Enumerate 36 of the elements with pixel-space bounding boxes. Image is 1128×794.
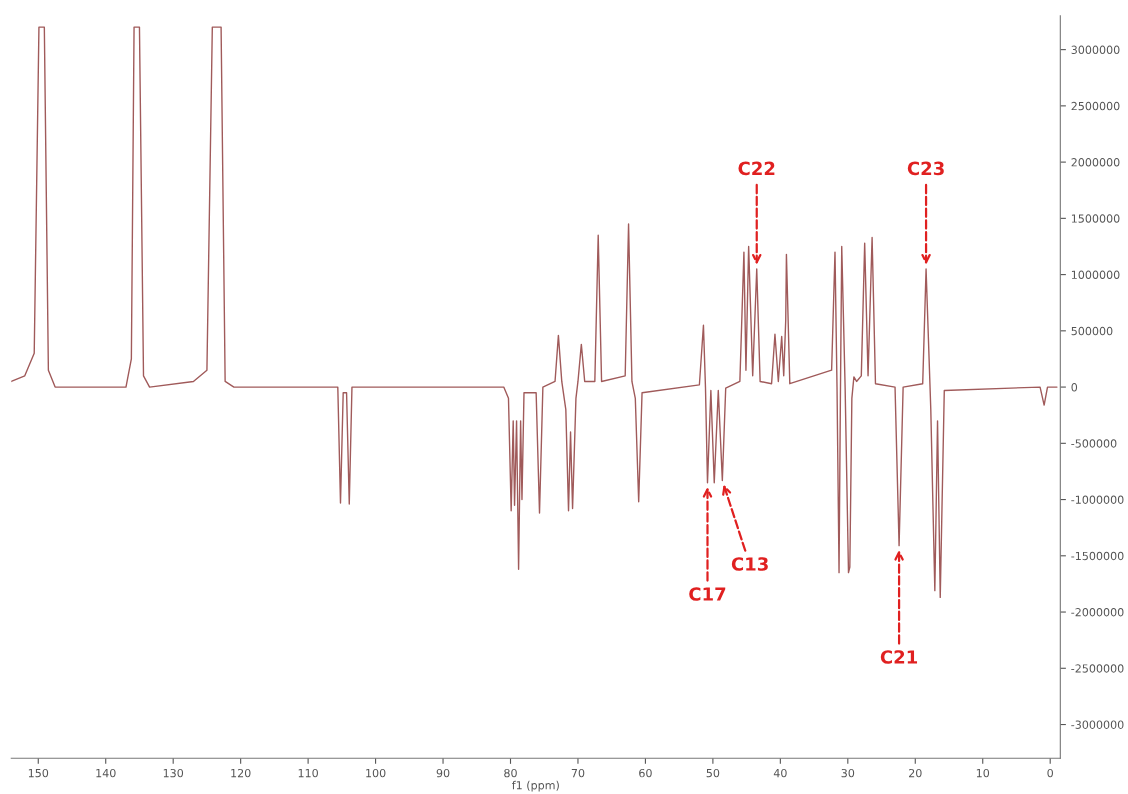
x-tick-label: 150 xyxy=(28,768,49,778)
y-tick-label: -1500000 xyxy=(1071,551,1124,561)
x-tick-label: 130 xyxy=(163,768,184,778)
x-tick-label: 50 xyxy=(706,768,720,778)
y-tick-label: -2500000 xyxy=(1071,664,1124,673)
annotation: C22 xyxy=(738,161,775,176)
x-tick-label: 30 xyxy=(841,768,855,778)
x-tick-label: 90 xyxy=(436,768,450,778)
x-tick-label: 10 xyxy=(976,768,990,778)
y-tick-label: 1000000 xyxy=(1071,270,1120,279)
x-tick-label: 120 xyxy=(231,768,251,778)
x-tick-label: 100 xyxy=(366,768,386,778)
y-tick-label: 0 xyxy=(1071,383,1078,392)
y-tick-label: 500000 xyxy=(1071,326,1113,336)
y-tick-label: -2000000 xyxy=(1071,608,1124,617)
y-tick-label: 3000000 xyxy=(1071,45,1120,54)
x-tick-label: 70 xyxy=(571,768,585,778)
annotation: C13 xyxy=(731,557,768,571)
y-tick-label: -500000 xyxy=(1071,439,1117,448)
annotation: C21 xyxy=(880,650,918,664)
line-series xyxy=(11,26,1058,599)
x-tick-label: 20 xyxy=(909,768,922,778)
x-tick-label: 140 xyxy=(96,768,116,778)
y-tick-label: 2500000 xyxy=(1071,101,1120,111)
x-tick-label: 110 xyxy=(298,768,318,778)
y-tick-label: -1000000 xyxy=(1071,495,1124,504)
annotation: C17 xyxy=(689,587,726,601)
x-tick-label: 0 xyxy=(1047,768,1053,778)
y-tick-label: 1500000 xyxy=(1071,214,1120,223)
y-tick-label: 2000000 xyxy=(1071,158,1120,167)
y-tick-label: -3000000 xyxy=(1071,720,1124,729)
annotation: C23 xyxy=(907,161,944,176)
x-tick-label: 40 xyxy=(773,768,787,778)
x-tick-label: 80 xyxy=(504,768,517,778)
x-axis-title: f1 (ppm) xyxy=(512,780,559,792)
x-tick-label: 60 xyxy=(639,768,652,778)
